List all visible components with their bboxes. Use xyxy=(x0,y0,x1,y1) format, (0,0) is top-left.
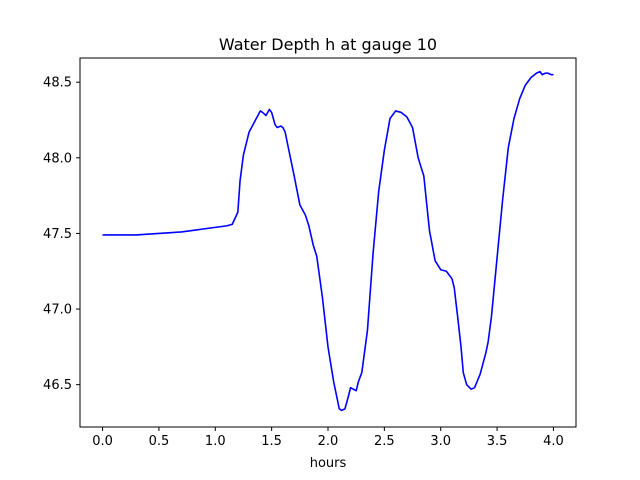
y-tick-label: 46.5 xyxy=(43,378,72,393)
x-tick-label: 4.0 xyxy=(543,434,564,449)
y-tick-label: 48.5 xyxy=(43,76,72,91)
plot-area-frame xyxy=(79,57,577,428)
y-tick-label: 48.0 xyxy=(43,151,72,166)
x-tick-label: 2.0 xyxy=(318,434,339,449)
x-tick-label: 2.5 xyxy=(374,434,395,449)
y-tick-label: 47.0 xyxy=(43,303,72,318)
x-axis-label: hours xyxy=(310,456,347,471)
series-line-0 xyxy=(102,70,554,412)
y-tick-label: 47.5 xyxy=(43,227,72,242)
x-tick-label: 1.5 xyxy=(261,434,282,449)
y-axis-ticks: 46.5 47.0 47.5 48.0 48.5 xyxy=(43,76,80,393)
x-axis-ticks: 0.0 0.5 1.0 1.5 2.0 2.5 3.0 3.5 4.0 xyxy=(92,427,564,449)
x-tick-label: 0.5 xyxy=(149,434,170,449)
x-tick-label: 0.0 xyxy=(92,434,113,449)
chart-title: Water Depth h at gauge 10 xyxy=(219,35,437,54)
x-tick-label: 3.5 xyxy=(487,434,508,449)
x-tick-label: 3.0 xyxy=(430,434,451,449)
x-tick-label: 1.0 xyxy=(205,434,226,449)
series-layer xyxy=(102,70,554,412)
